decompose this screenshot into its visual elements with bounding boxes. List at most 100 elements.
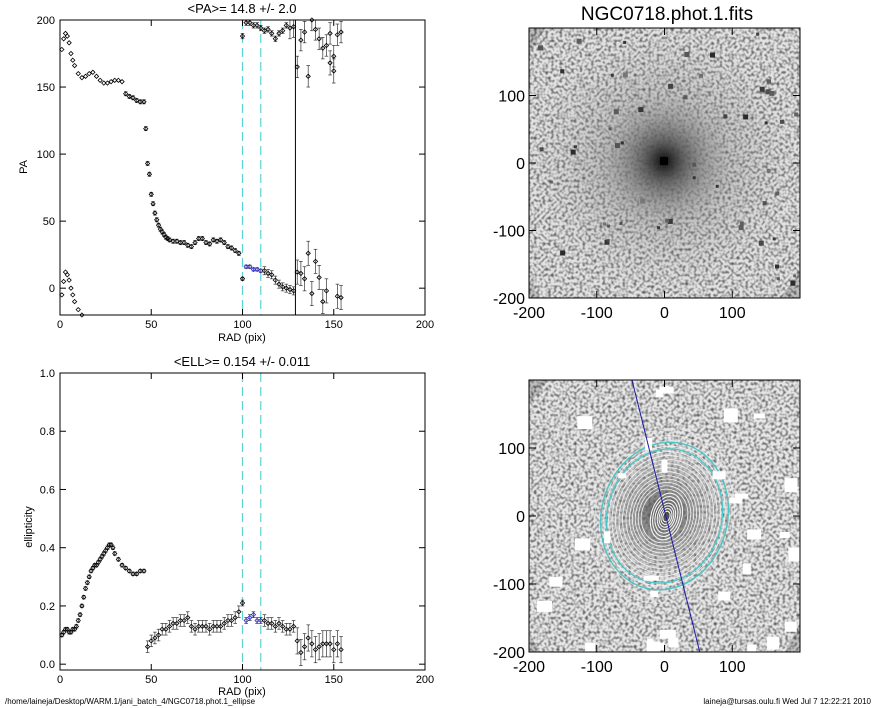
mask-region bbox=[604, 531, 611, 544]
field-star bbox=[765, 89, 771, 95]
mask-region bbox=[659, 386, 674, 394]
pa-data-point bbox=[320, 298, 326, 305]
ellipticity-data-point bbox=[283, 626, 289, 632]
mask-region bbox=[753, 413, 765, 419]
galaxy-image-x-tick-label: -200 bbox=[513, 305, 545, 322]
major-axis-line bbox=[631, 380, 701, 652]
mask-region bbox=[618, 473, 627, 479]
ellipticity-plot-title: <ELL>= 0.154 +/- 0.011 bbox=[174, 354, 310, 369]
pa-x-axis-label: RAD (pix) bbox=[218, 332, 266, 344]
pa-data-point bbox=[177, 239, 184, 246]
isophote-image-y-tick-label: 0 bbox=[516, 509, 525, 526]
isophote-ellipse bbox=[656, 502, 677, 531]
pa-data-point bbox=[174, 238, 180, 244]
ellipticity-data-point bbox=[327, 641, 333, 647]
ellipticity-data-point bbox=[177, 617, 184, 624]
field-star bbox=[613, 109, 619, 115]
field-star bbox=[623, 40, 627, 44]
ellipticity-x-tick-label: 150 bbox=[325, 674, 343, 686]
isophote-image-x-tick-label: -100 bbox=[581, 659, 613, 676]
pa-data-point bbox=[283, 22, 289, 29]
ellipticity-data-point bbox=[170, 620, 176, 627]
ellipticity-data-point bbox=[269, 620, 275, 627]
pa-data-point bbox=[247, 20, 253, 26]
ellipticity-data-point bbox=[316, 644, 322, 650]
mask-region bbox=[729, 497, 743, 504]
pa-data-point bbox=[75, 306, 81, 313]
isophote-ellipse bbox=[611, 455, 718, 577]
pa-data-point bbox=[75, 70, 81, 77]
isophote-ellipse bbox=[603, 445, 726, 587]
pa-data-point bbox=[146, 171, 153, 177]
ellipticity-data-point bbox=[110, 545, 116, 551]
pa-data-point bbox=[290, 24, 297, 30]
pa-data-point bbox=[294, 64, 300, 70]
mask-region bbox=[742, 563, 751, 575]
ellipticity-data-point bbox=[70, 626, 76, 632]
pa-data-point bbox=[316, 36, 322, 42]
isophote-image-panel: -200 -100 0 100 -200 -100 0 100 bbox=[493, 379, 801, 676]
field-star bbox=[692, 176, 696, 180]
pa-data-point bbox=[71, 298, 78, 305]
pa-data-point bbox=[137, 99, 143, 105]
ellipticity-x-axis-label: RAD (pix) bbox=[218, 686, 266, 698]
ellipticity-data-point bbox=[258, 617, 264, 624]
ellipticity-data-point bbox=[159, 626, 165, 632]
ellipticity-data-point bbox=[276, 620, 282, 627]
field-stars bbox=[538, 32, 799, 286]
ellipticity-data-point bbox=[309, 641, 315, 647]
pa-data-point bbox=[196, 235, 202, 242]
pa-data-point bbox=[141, 99, 147, 105]
ellipticity-y-tick-label: 0.4 bbox=[40, 543, 55, 555]
galaxy-image-panel: NGC0718.phot.1.fits -200 -100 0 100 -200 -100… bbox=[493, 4, 801, 322]
pa-data-point bbox=[152, 210, 158, 216]
pa-data-point bbox=[119, 79, 125, 85]
pa-data-point bbox=[269, 272, 275, 278]
pa-axis-ticks: 0 50 100 150 200 0 50 100 150 200 bbox=[37, 15, 435, 331]
pa-plot-title: <PA>= 14.8 +/- 2.0 bbox=[188, 1, 297, 16]
pa-data-point bbox=[298, 37, 304, 43]
pa-y-tick-label: 100 bbox=[37, 149, 55, 161]
field-star bbox=[657, 226, 661, 230]
ellipticity-data-point bbox=[239, 600, 246, 606]
isophote-ellipse bbox=[634, 482, 695, 550]
pa-data-point bbox=[327, 30, 333, 37]
pa-data-point bbox=[60, 278, 67, 285]
pa-data-point bbox=[170, 238, 176, 244]
pa-x-tick-label: 150 bbox=[325, 319, 343, 331]
isophote-ellipse bbox=[629, 475, 700, 557]
isophote-ellipse bbox=[660, 507, 673, 526]
isophote-ellipse bbox=[618, 463, 711, 569]
pa-data-point bbox=[70, 292, 76, 298]
field-star bbox=[710, 52, 716, 58]
ellipticity-y-tick-label: 0.6 bbox=[40, 484, 55, 496]
field-star bbox=[620, 141, 624, 145]
pa-data-point bbox=[279, 28, 286, 34]
highlight-isophote bbox=[599, 441, 730, 591]
ellipticity-data-point bbox=[130, 571, 136, 577]
isophote-ellipse bbox=[594, 435, 735, 597]
isophote-ellipse bbox=[615, 459, 714, 573]
ellipticity-data-point bbox=[206, 626, 213, 632]
pa-data-point bbox=[338, 294, 344, 301]
pa-data-point bbox=[243, 264, 249, 270]
pa-data-point bbox=[279, 284, 286, 290]
pa-data-point bbox=[221, 239, 227, 246]
mask-region bbox=[735, 493, 749, 499]
ellipticity-data-point bbox=[192, 626, 198, 632]
isophote-ellipse bbox=[588, 428, 741, 604]
ellipticity-data-point bbox=[287, 626, 293, 632]
pa-data-point bbox=[294, 269, 300, 275]
pa-data-point bbox=[305, 73, 311, 79]
ellipticity-data-point bbox=[119, 562, 125, 568]
highlight-isophote bbox=[605, 448, 724, 584]
isophote-ellipse bbox=[632, 478, 697, 554]
pa-x-tick-label: 100 bbox=[233, 319, 251, 331]
isophote-ellipse bbox=[625, 471, 704, 561]
pa-data-point bbox=[243, 20, 249, 26]
pa-data-point bbox=[261, 268, 268, 274]
ellipticity-data-point bbox=[185, 614, 191, 621]
ellipticity-data-point bbox=[79, 603, 85, 609]
pa-data-point bbox=[320, 45, 326, 51]
mask-region bbox=[712, 471, 726, 480]
